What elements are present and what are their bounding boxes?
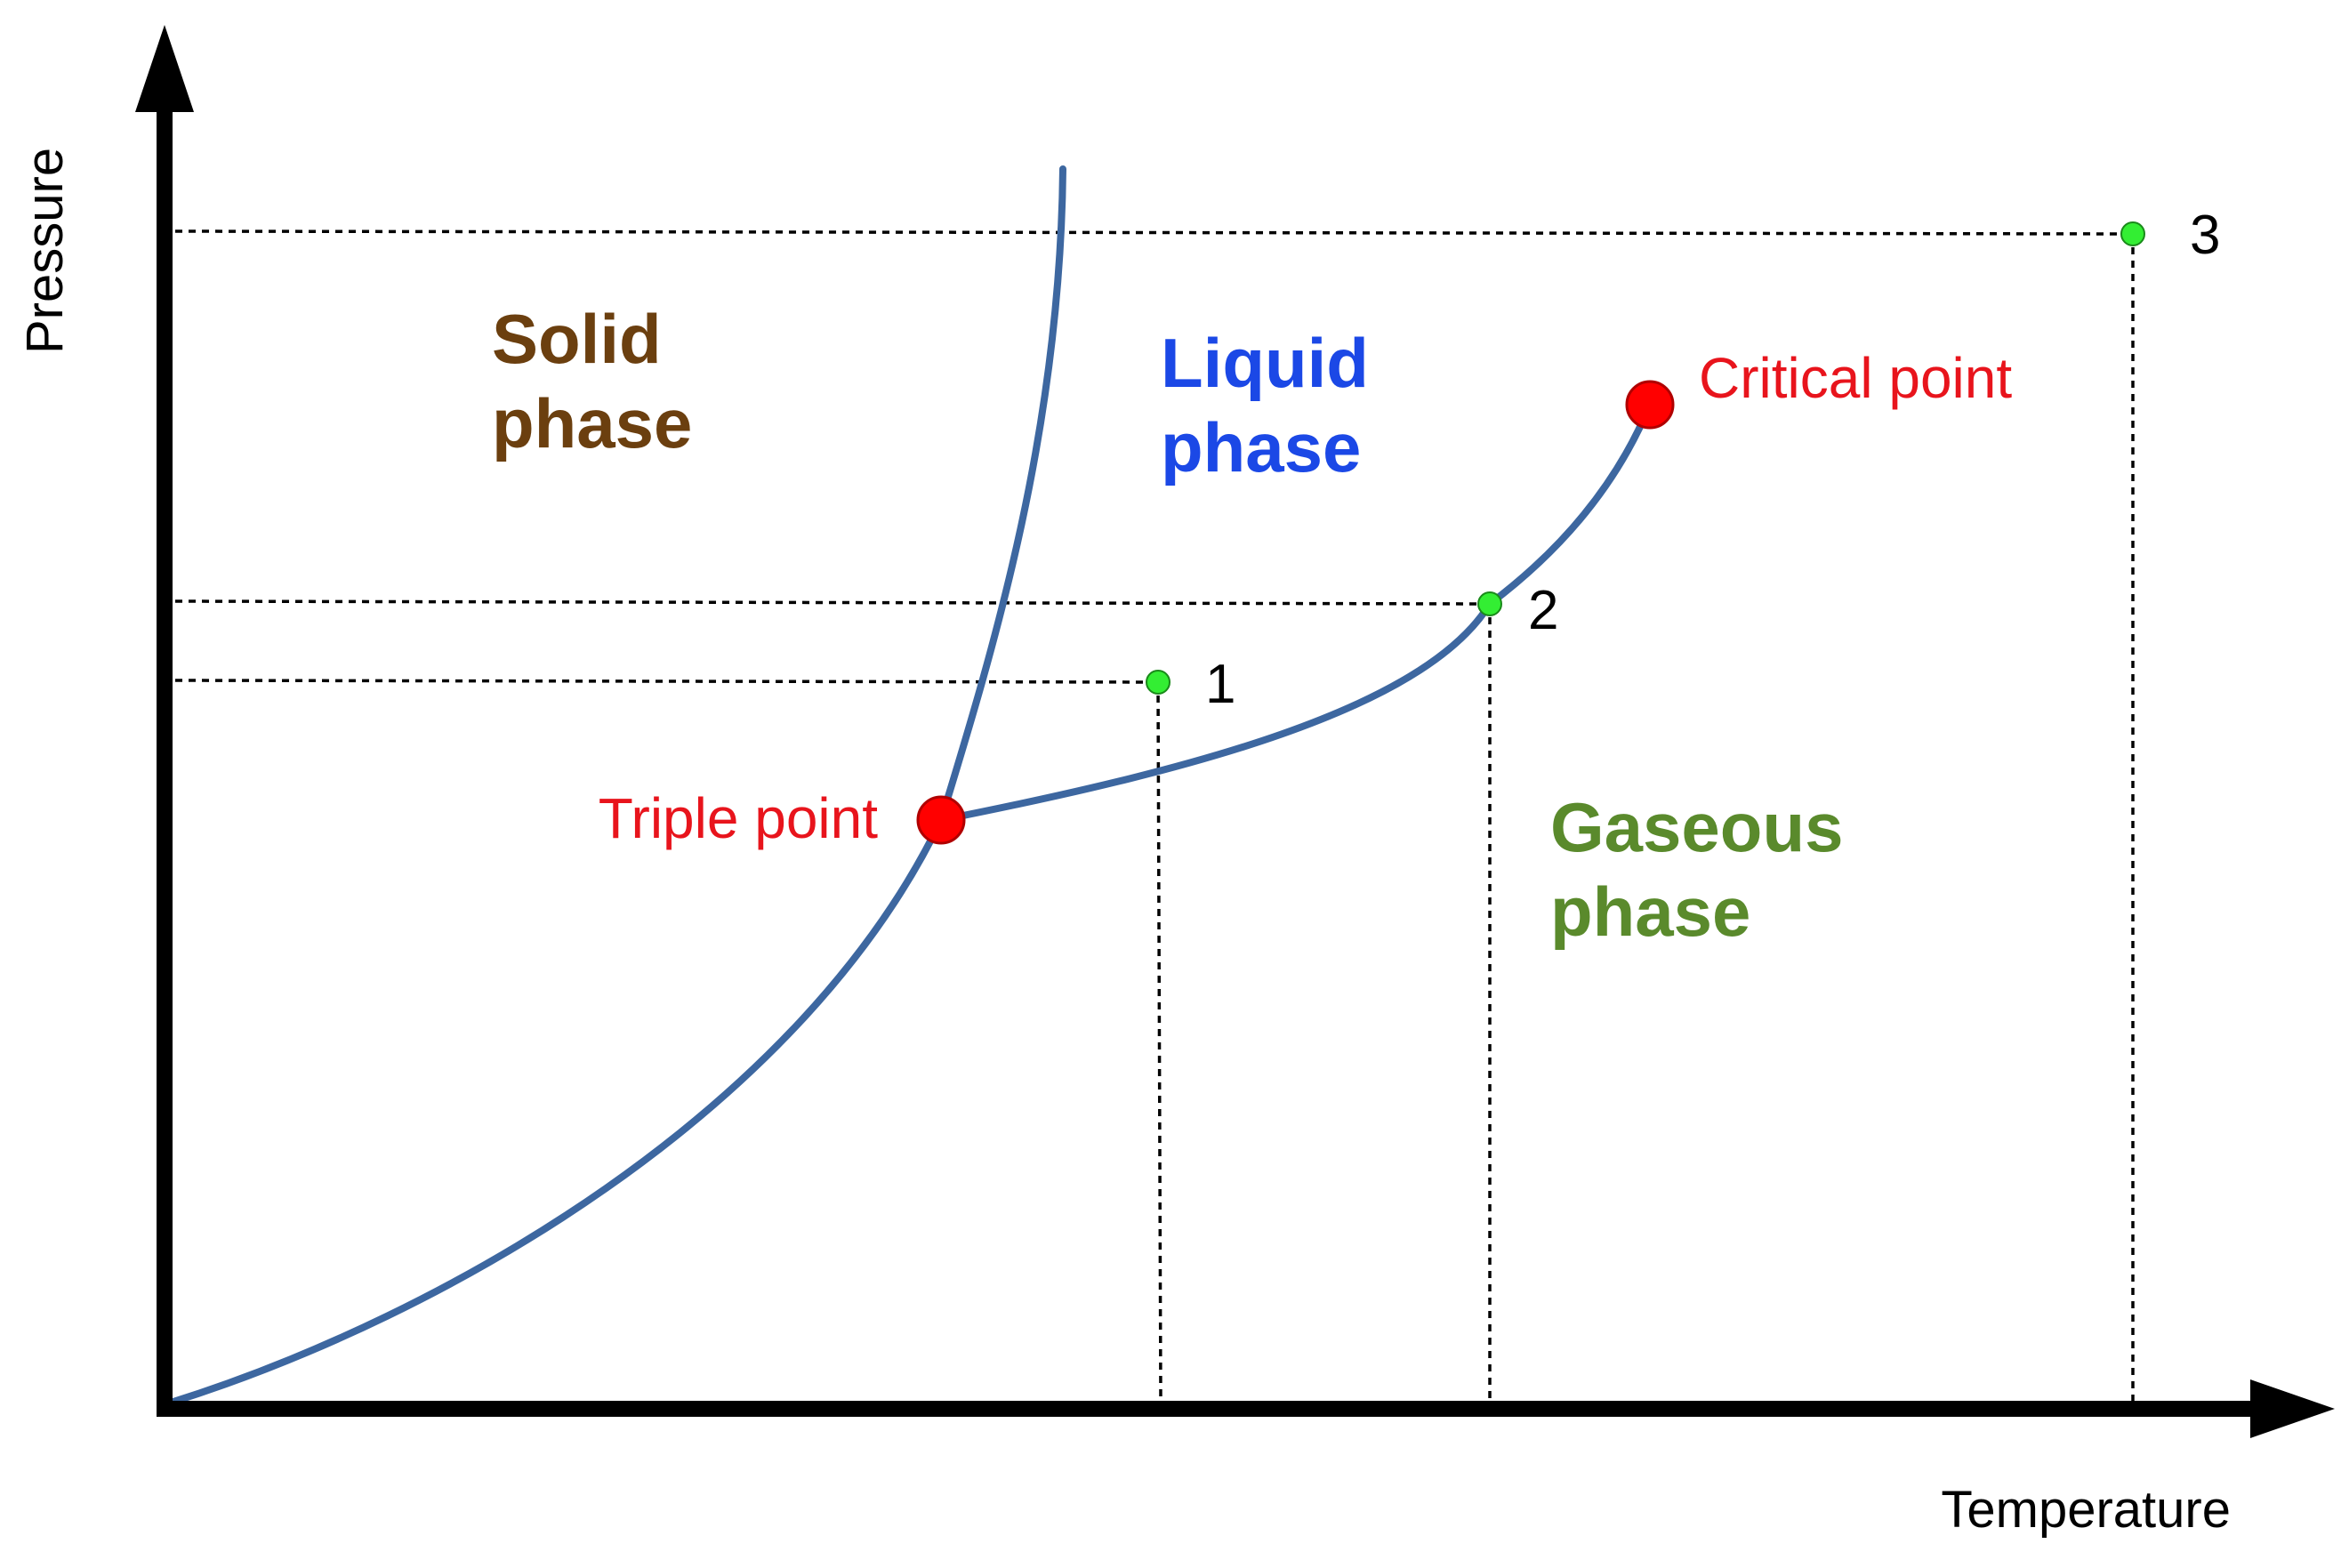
triple-point: Triple point: [599, 786, 966, 850]
liquid-phase-label-line-1: Liquid: [1161, 324, 1369, 402]
state-point-1: 1: [1146, 654, 1235, 715]
state-point-1-label: 1: [1205, 654, 1235, 715]
guide-point-1-vertical: [1156, 681, 1162, 1402]
solid-phase-label: Solid phase: [492, 300, 692, 462]
axes: [135, 25, 2335, 1438]
liquid-phase-label-line-2: phase: [1161, 408, 1361, 486]
triple-point-label: Triple point: [599, 786, 878, 850]
guide-point-1-horizontal: [174, 679, 1159, 684]
gas-phase-label-line-2: phase: [1550, 872, 1750, 951]
state-point-2: 2: [1477, 580, 1558, 641]
gas-phase-label: Gaseous phase: [1550, 788, 1862, 951]
melting-curve: [937, 165, 1066, 824]
critical-point: Critical point: [1625, 346, 2012, 430]
state-point-3-label: 3: [2190, 205, 2220, 266]
guide-lines: [174, 229, 2135, 1402]
phase-boundaries: [167, 165, 1653, 1406]
state-point-3: 3: [2120, 205, 2220, 266]
arrow-right-icon: [2250, 1379, 2335, 1438]
state-point-2-marker: [1477, 591, 1502, 616]
critical-point-marker: [1625, 380, 1675, 430]
state-point-3-marker: [2120, 221, 2145, 246]
solid-phase-label-line-2: phase: [492, 384, 692, 462]
gas-phase-label-line-1: Gaseous: [1550, 788, 1843, 866]
solid-phase-label-line-1: Solid: [492, 300, 662, 378]
triple-point-marker: [916, 795, 966, 845]
guide-point-2-horizontal: [174, 599, 1491, 606]
vaporization-curve: [937, 401, 1653, 824]
sublimation-curve: [167, 816, 945, 1406]
state-point-1-marker: [1146, 670, 1170, 695]
x-axis-label: Temperature: [1941, 1481, 2231, 1539]
critical-point-label: Critical point: [1699, 346, 2012, 410]
state-point-2-label: 2: [1528, 580, 1558, 641]
y-axis-label: Pressure: [16, 148, 74, 354]
liquid-phase-label: Liquid phase: [1161, 324, 1388, 486]
guide-point-3-horizontal: [174, 229, 2134, 236]
arrow-up-icon: [135, 25, 194, 112]
